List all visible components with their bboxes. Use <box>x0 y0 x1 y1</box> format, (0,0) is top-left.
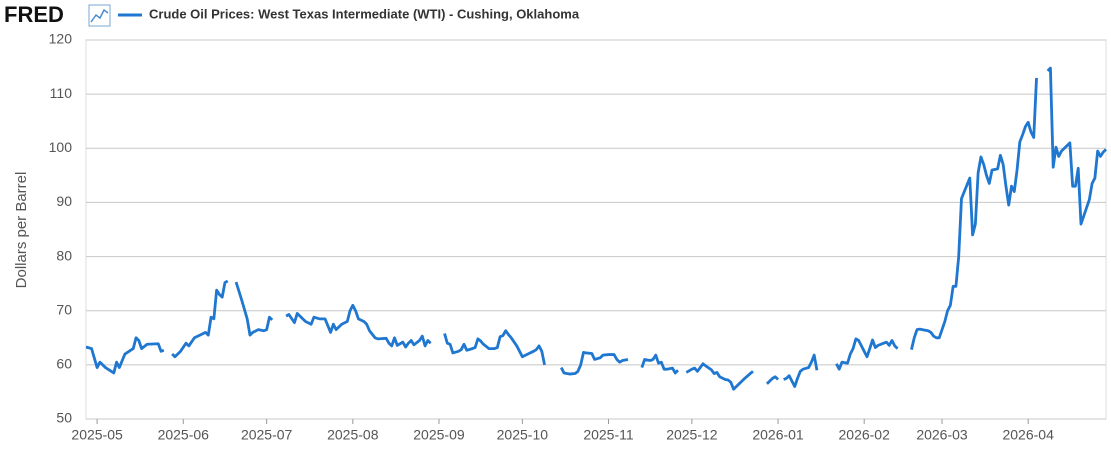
x-tick-label: 2025-07 <box>241 427 293 443</box>
y-tick-label: 120 <box>49 31 73 47</box>
y-tick-label: 50 <box>56 410 72 426</box>
y-tick-label: 60 <box>56 356 72 372</box>
legend-label: Crude Oil Prices: West Texas Intermediat… <box>149 6 580 21</box>
y-tick-label: 70 <box>56 301 72 317</box>
x-tick-label: 2026-03 <box>916 427 968 443</box>
x-tick-label: 2025-08 <box>327 427 379 443</box>
x-tick-label: 2026-01 <box>752 427 804 443</box>
y-tick-label: 100 <box>49 139 73 155</box>
x-tick-label: 2025-10 <box>497 427 549 443</box>
y-tick-label: 110 <box>50 85 73 101</box>
x-tick-label: 2025-12 <box>666 427 718 443</box>
y-tick-label: 90 <box>56 193 72 209</box>
y-tick-label: 80 <box>56 247 72 263</box>
plot-area <box>85 39 1107 420</box>
y-axis-label: Dollars per Barrel <box>13 172 30 289</box>
logo: FRED <box>4 2 64 27</box>
logo-icon <box>88 4 111 27</box>
x-tick-label: 2025-05 <box>71 427 123 443</box>
x-tick-label: 2026-02 <box>839 427 891 443</box>
data-line <box>85 66 1107 391</box>
x-tick-label: 2025-09 <box>413 427 465 443</box>
x-tick-label: 2026-04 <box>1002 427 1054 443</box>
x-tick-label: 2025-06 <box>158 427 210 443</box>
x-tick-label: 2025-11 <box>583 427 634 443</box>
